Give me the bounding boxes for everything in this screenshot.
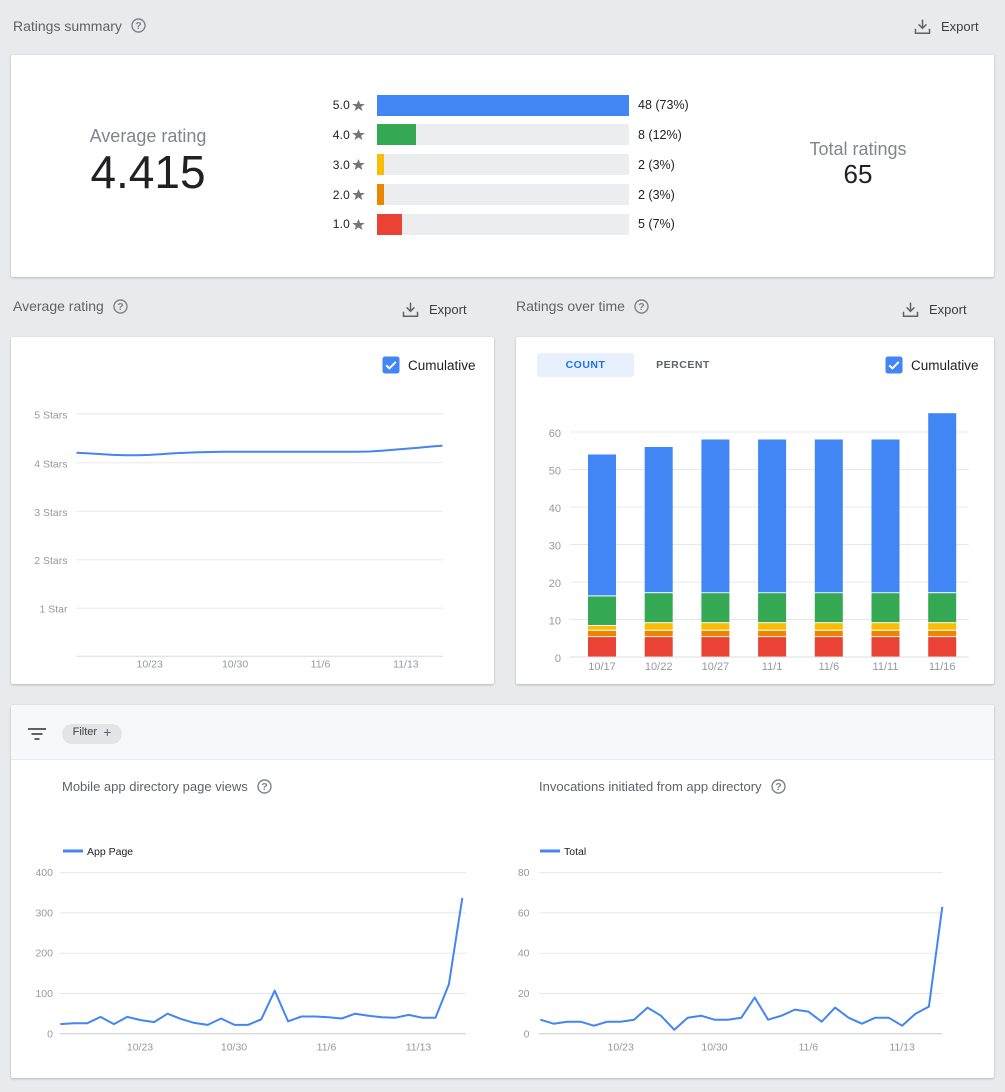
svg-text:2 Stars: 2 Stars: [34, 555, 67, 567]
svg-text:200: 200: [35, 948, 53, 960]
svg-text:10/30: 10/30: [221, 1042, 247, 1054]
svg-text:40: 40: [518, 948, 530, 960]
svg-text:50: 50: [549, 466, 561, 478]
svg-text:10/17: 10/17: [588, 661, 616, 673]
svg-text:11/13: 11/13: [889, 1042, 915, 1054]
svg-text:10/23: 10/23: [608, 1042, 634, 1054]
svg-text:11/13: 11/13: [406, 1042, 432, 1054]
svg-text:?: ?: [117, 301, 123, 313]
svg-text:11/16: 11/16: [929, 661, 956, 673]
svg-text:30: 30: [549, 541, 561, 553]
svg-text:App Page: App Page: [87, 846, 133, 858]
svg-text:60: 60: [549, 428, 561, 440]
svg-text:10/23: 10/23: [137, 659, 163, 671]
svg-text:?: ?: [775, 781, 781, 793]
svg-text:0: 0: [47, 1028, 53, 1040]
svg-text:10: 10: [549, 616, 561, 628]
svg-text:10/22: 10/22: [645, 661, 673, 673]
svg-text:20: 20: [549, 578, 561, 590]
svg-text:?: ?: [638, 301, 644, 313]
svg-text:11/6: 11/6: [798, 1042, 818, 1054]
svg-text:10/30: 10/30: [701, 1042, 727, 1054]
svg-text:Total: Total: [564, 846, 586, 858]
svg-text:0: 0: [555, 653, 561, 665]
svg-text:5 Stars: 5 Stars: [34, 409, 67, 421]
svg-text:10/27: 10/27: [702, 661, 730, 673]
svg-text:11/11: 11/11: [873, 661, 899, 673]
svg-text:?: ?: [135, 20, 141, 32]
svg-text:3 Stars: 3 Stars: [34, 507, 67, 519]
svg-text:80: 80: [518, 867, 530, 879]
svg-text:60: 60: [518, 907, 530, 919]
svg-text:1 Star: 1 Star: [39, 604, 68, 616]
svg-text:100: 100: [35, 988, 53, 1000]
svg-text:10/23: 10/23: [127, 1042, 153, 1054]
svg-text:0: 0: [524, 1028, 530, 1040]
svg-text:400: 400: [35, 867, 53, 879]
svg-text:11/6: 11/6: [317, 1042, 337, 1054]
svg-text:20: 20: [518, 988, 530, 1000]
svg-text:11/6: 11/6: [311, 659, 331, 671]
svg-text:300: 300: [35, 907, 53, 919]
svg-text:11/6: 11/6: [819, 661, 840, 673]
svg-text:4 Stars: 4 Stars: [34, 458, 67, 470]
svg-text:11/13: 11/13: [393, 659, 419, 671]
svg-text:11/1: 11/1: [762, 661, 783, 673]
svg-text:10/30: 10/30: [222, 659, 248, 671]
svg-text:?: ?: [261, 781, 267, 793]
svg-text:40: 40: [549, 503, 561, 515]
